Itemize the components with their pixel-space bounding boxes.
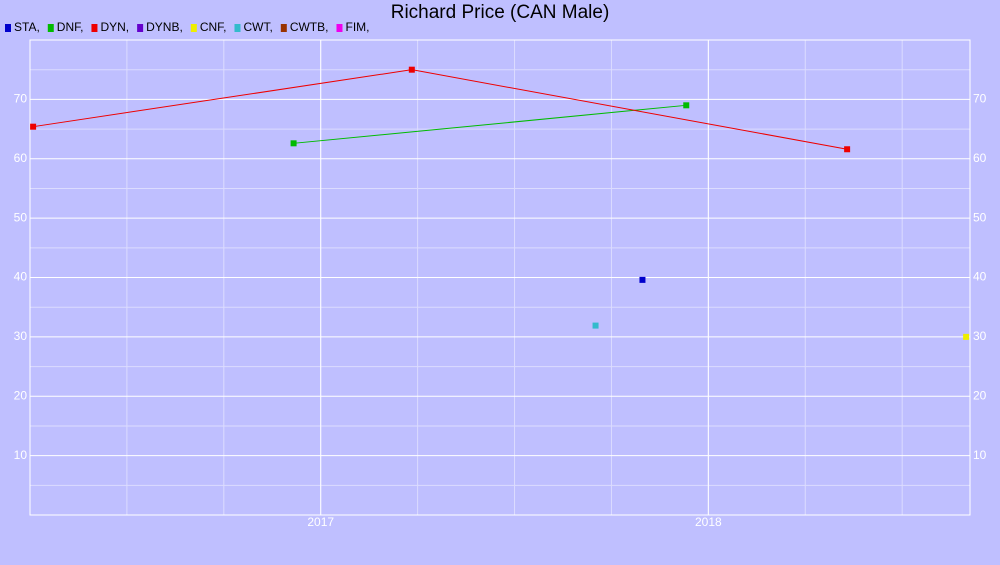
legend-swatch: [137, 24, 144, 32]
data-point: [592, 322, 599, 329]
legend-label: STA,: [14, 20, 40, 34]
legend-swatch: [280, 24, 287, 32]
legend-label: CWTB,: [290, 20, 329, 34]
y2-tick-label: 70: [973, 92, 987, 106]
data-point: [408, 66, 415, 73]
y2-tick-label: 20: [973, 388, 987, 402]
legend-swatch: [91, 24, 98, 32]
y-tick-label: 10: [14, 448, 28, 462]
data-point: [639, 276, 646, 283]
legend-swatch: [47, 24, 54, 32]
chart-title: Richard Price (CAN Male): [391, 2, 610, 23]
legend-swatch: [234, 24, 241, 32]
y-tick-label: 50: [14, 210, 28, 224]
y-tick-label: 40: [14, 270, 28, 284]
legend-label: DNF,: [57, 20, 84, 34]
data-point: [963, 333, 970, 340]
y2-tick-label: 50: [973, 210, 987, 224]
legend-swatch: [336, 24, 343, 32]
y2-tick-label: 60: [973, 151, 987, 165]
series-line: [293, 104, 687, 144]
legend-swatch: [190, 24, 197, 32]
legend-label: FIM,: [345, 20, 369, 34]
x-tick-label: 2017: [307, 515, 334, 529]
data-point: [683, 102, 690, 109]
x-tick-label: 2018: [695, 515, 722, 529]
series-line: [33, 69, 848, 150]
y-tick-label: 70: [14, 92, 28, 106]
y-tick-label: 60: [14, 151, 28, 165]
legend-swatch: [5, 24, 11, 32]
legend-label: DYNB,: [146, 20, 183, 34]
y2-tick-label: 40: [973, 270, 987, 284]
data-point: [844, 146, 851, 153]
y-tick-label: 20: [14, 388, 28, 402]
y2-tick-label: 10: [973, 448, 987, 462]
data-point: [30, 123, 37, 130]
plot-frame: [29, 39, 971, 516]
legend-label: CWT,: [243, 20, 272, 34]
legend-label: CNF,: [200, 20, 227, 34]
data-point: [290, 140, 297, 147]
legend-label: DYN,: [100, 20, 129, 34]
y2-tick-label: 30: [973, 329, 987, 343]
y-tick-label: 30: [14, 329, 28, 343]
